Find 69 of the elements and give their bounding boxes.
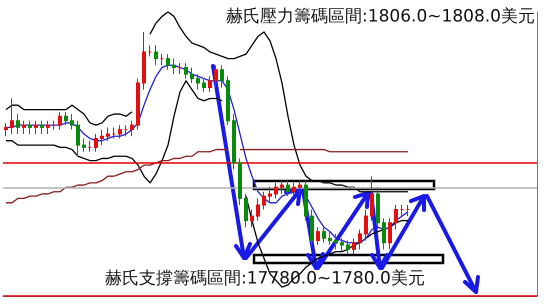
candlestick	[346, 240, 350, 254]
candlestick	[238, 158, 242, 206]
candlestick	[376, 186, 380, 230]
candlestick	[130, 120, 134, 137]
candlestick	[190, 66, 194, 84]
candlestick	[94, 134, 98, 152]
candlestick	[196, 74, 200, 90]
candlestick	[106, 126, 110, 142]
candlestick	[58, 111, 62, 130]
candlestick	[250, 208, 254, 228]
candlestick	[202, 78, 206, 92]
candlestick	[328, 231, 332, 246]
candlestick	[340, 238, 344, 252]
candlestick	[394, 204, 398, 230]
candlestick	[280, 180, 284, 194]
candlestick	[292, 182, 296, 197]
candlestick	[184, 62, 188, 80]
candlestick	[370, 176, 374, 222]
candlestick	[262, 191, 266, 210]
candlestick	[166, 54, 170, 70]
candlestick	[316, 226, 320, 246]
candlestick	[298, 180, 302, 194]
candlestick	[16, 114, 20, 135]
candlestick	[52, 120, 56, 130]
candlestick	[382, 218, 386, 250]
candlestick	[304, 180, 308, 222]
candlestick	[88, 140, 92, 152]
candlestick	[220, 64, 224, 88]
candlestick	[46, 120, 50, 135]
text: 赫氏壓力籌碼區間:1806.0~1808.0美元	[226, 6, 536, 26]
candlestick	[112, 126, 116, 139]
candlestick	[76, 120, 80, 157]
candlestick	[274, 182, 278, 199]
candlestick	[64, 111, 68, 126]
candlestick	[208, 76, 212, 92]
candlestick	[352, 238, 356, 254]
candlestick	[70, 114, 74, 130]
candlestick	[100, 129, 104, 146]
candlestick	[28, 120, 32, 135]
candlestick	[334, 233, 338, 250]
candlestick	[172, 58, 176, 75]
candlestick	[124, 124, 128, 137]
candlestick	[286, 180, 290, 197]
candlestick	[406, 204, 410, 217]
candlestick	[136, 78, 140, 130]
candlestick	[322, 226, 326, 244]
candlestick	[40, 120, 44, 135]
candlestick	[226, 76, 230, 126]
candlestick	[310, 208, 314, 246]
candlestick	[388, 218, 392, 250]
candlestick	[358, 228, 362, 250]
candlestick	[118, 124, 122, 139]
candlestick	[10, 98, 14, 135]
candlestick	[148, 44, 152, 57]
candlestick	[34, 120, 38, 135]
candlestick	[256, 198, 260, 222]
candlestick	[364, 208, 368, 242]
candlestick	[154, 44, 158, 66]
candlestick	[244, 193, 248, 228]
candlestick	[268, 186, 272, 204]
candlestick	[214, 64, 218, 88]
candlestick	[178, 62, 182, 75]
candlestick	[142, 31, 146, 90]
candlestick	[4, 122, 8, 137]
candlestick	[232, 114, 236, 170]
candlestick	[82, 138, 86, 152]
candlestick	[160, 54, 164, 66]
candlestick	[400, 204, 404, 217]
candlestick	[22, 120, 26, 135]
